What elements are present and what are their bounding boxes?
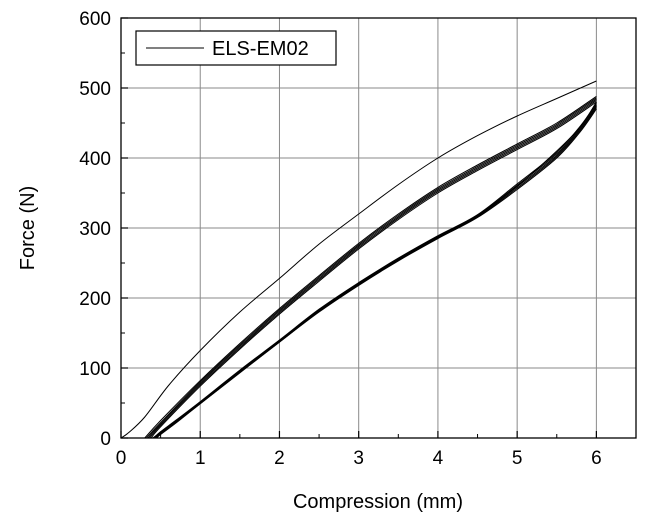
y-tick-label: 200 [79, 289, 111, 310]
y-tick-label: 300 [79, 219, 111, 240]
series-line-unloading [153, 103, 597, 439]
x-tick-label: 1 [195, 448, 206, 469]
x-tick-label: 3 [353, 448, 364, 469]
x-tick-label: 5 [512, 448, 523, 469]
y-tick-label: 600 [79, 9, 111, 30]
x-tick-label: 2 [274, 448, 285, 469]
legend-label: ELS-EM02 [212, 38, 309, 60]
plot-area [120, 80, 597, 439]
series-line-loading [120, 80, 597, 439]
y-tick-label: 400 [79, 149, 111, 170]
y-tick-label: 100 [79, 359, 111, 380]
x-tick-label: 6 [591, 448, 602, 469]
x-axis-title: Compression (mm) [293, 491, 463, 513]
series-line-loading [145, 97, 597, 439]
tick-labels: 0 1 2 3 4 5 6 0 100 200 300 400 500 600 [79, 9, 601, 469]
legend: ELS-EM02 [135, 30, 337, 66]
series-line-loading [149, 100, 597, 439]
series-line-loading [150, 101, 597, 439]
series-line-unloading [155, 107, 597, 439]
axis-ticks [120, 17, 597, 439]
series-line-unloading [153, 104, 597, 439]
y-axis-title: Force (N) [17, 186, 39, 270]
y-tick-label: 0 [100, 429, 111, 450]
x-tick-label: 4 [433, 448, 444, 469]
x-tick-label: 0 [116, 448, 127, 469]
y-tick-label: 500 [79, 79, 111, 100]
series-line-loading [147, 98, 597, 439]
series-line-loading [144, 95, 597, 439]
series-line-unloading [154, 105, 597, 439]
